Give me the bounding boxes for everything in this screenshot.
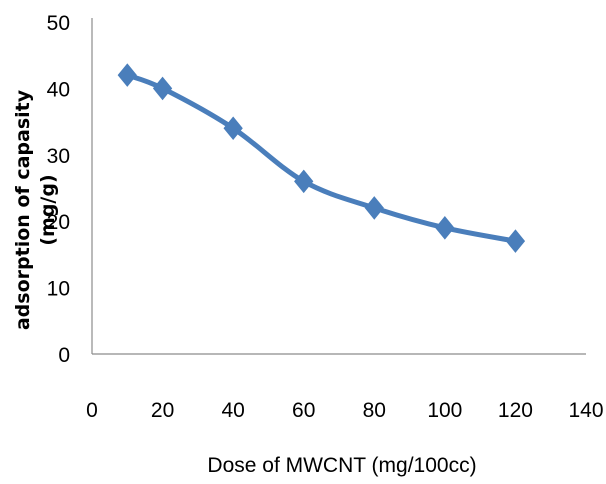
x-tick-label: 60: [292, 399, 315, 422]
chart-axes: [91, 18, 586, 355]
y-axis-title-line-1: adsorption of capasity: [12, 89, 34, 330]
x-tick-label: 20: [151, 399, 174, 422]
x-tick-label: 100: [427, 399, 462, 422]
data-point-marker: [152, 76, 173, 101]
data-point-marker: [294, 169, 314, 194]
x-tick-label: 140: [568, 399, 603, 422]
data-point-marker: [364, 196, 384, 220]
x-tick-label: 0: [86, 399, 98, 422]
y-tick-label: 20: [47, 211, 70, 234]
data-point-marker: [435, 216, 455, 240]
y-tick-label: 10: [47, 278, 70, 301]
series-group: [117, 63, 526, 253]
x-axis-title: Dose of MWCNT (mg/100cc): [207, 454, 476, 477]
y-tick-label: 40: [47, 78, 70, 101]
x-tick-label: 40: [221, 399, 244, 422]
data-point-marker: [505, 229, 526, 253]
y-axis-title-group: adsorption of capasity (mg/g): [12, 89, 59, 330]
data-point-marker: [223, 116, 243, 141]
y-tick-labels: 0 10 20 30 40 50: [47, 12, 70, 367]
series-line: [124, 72, 518, 244]
data-point-marker: [117, 63, 137, 87]
x-tick-labels: 0 20 40 60 80 100 120 140: [86, 399, 603, 422]
y-axis-title-line-2: (mg/g): [37, 174, 59, 245]
x-tick-label: 120: [498, 399, 533, 422]
y-tick-label: 50: [47, 12, 70, 35]
y-tick-label: 0: [58, 344, 70, 367]
y-tick-label: 30: [47, 145, 70, 168]
x-tick-label: 80: [363, 399, 386, 422]
